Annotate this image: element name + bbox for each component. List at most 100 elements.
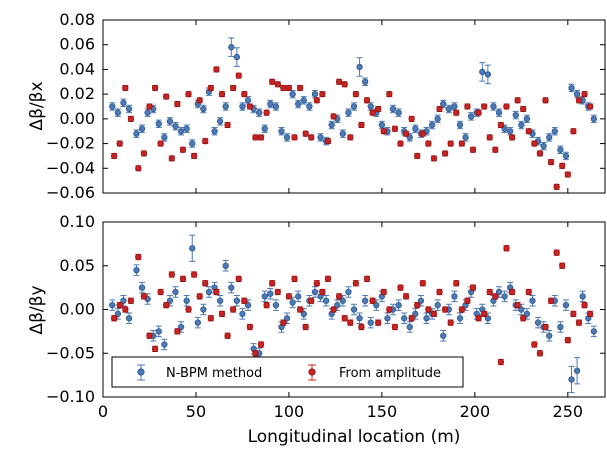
data-point bbox=[246, 323, 254, 331]
data-point bbox=[590, 115, 597, 123]
data-point bbox=[196, 293, 203, 300]
data-point bbox=[362, 78, 369, 85]
data-point bbox=[363, 97, 371, 104]
data-point bbox=[525, 288, 532, 296]
data-point bbox=[384, 315, 391, 322]
y-tick-label: 0.04 bbox=[59, 59, 95, 78]
data-point bbox=[263, 109, 270, 116]
data-point bbox=[575, 97, 583, 104]
data-point bbox=[503, 245, 510, 252]
data-point bbox=[283, 134, 291, 141]
data-point bbox=[369, 297, 376, 304]
data-point bbox=[464, 297, 471, 304]
data-point bbox=[229, 306, 237, 313]
data-point bbox=[138, 125, 146, 132]
data-point bbox=[484, 71, 492, 78]
data-point bbox=[508, 288, 516, 296]
x-axis-ticks bbox=[102, 20, 569, 193]
data-point bbox=[213, 66, 220, 73]
data-point bbox=[397, 140, 404, 147]
data-point bbox=[514, 301, 521, 309]
data-point bbox=[434, 301, 441, 309]
data-point bbox=[428, 121, 436, 129]
data-point bbox=[586, 310, 594, 318]
data-point bbox=[252, 134, 259, 141]
data-point bbox=[114, 109, 122, 116]
data-point bbox=[116, 140, 123, 147]
data-point bbox=[285, 293, 293, 300]
data-point bbox=[345, 288, 352, 296]
data-point bbox=[224, 121, 231, 129]
data-point bbox=[339, 130, 346, 137]
y-tick-label: 0.00 bbox=[59, 300, 95, 319]
data-point bbox=[401, 315, 408, 322]
chart-panel-beta-x: 0.08 0.06 0.04 0.02 0.00 −0.02 −0.04 −0.06 Δβ/β… bbox=[27, 10, 606, 202]
data-point bbox=[311, 90, 319, 98]
data-point bbox=[146, 103, 153, 110]
data-point bbox=[174, 100, 181, 108]
data-point bbox=[480, 103, 488, 110]
data-point bbox=[341, 81, 348, 88]
data-point bbox=[345, 109, 352, 116]
data-point bbox=[356, 63, 363, 71]
data-point bbox=[562, 152, 570, 160]
data-point bbox=[311, 288, 319, 296]
data-point bbox=[397, 284, 404, 291]
data-point bbox=[222, 103, 229, 110]
data-point bbox=[261, 125, 268, 132]
data-point bbox=[557, 323, 564, 331]
data-point bbox=[202, 280, 209, 287]
data-point bbox=[233, 297, 241, 304]
data-point bbox=[412, 125, 419, 132]
data-point bbox=[168, 155, 175, 162]
data-point bbox=[536, 350, 544, 357]
data-point bbox=[341, 315, 348, 322]
data-point bbox=[414, 152, 421, 160]
data-point bbox=[367, 319, 374, 326]
data-point bbox=[291, 275, 298, 283]
data-point bbox=[163, 93, 170, 100]
data-point bbox=[133, 130, 140, 137]
data-point bbox=[302, 130, 309, 137]
data-point bbox=[109, 103, 116, 110]
data-point bbox=[414, 301, 421, 309]
data-point bbox=[296, 306, 304, 313]
data-point bbox=[430, 310, 438, 318]
data-point bbox=[568, 376, 575, 383]
data-point bbox=[534, 319, 542, 326]
data-point bbox=[324, 137, 332, 145]
data-point bbox=[362, 297, 369, 304]
data-point bbox=[207, 315, 214, 322]
chart-panel-beta-y: 0.10 0.05 0.00 −0.05 −0.10 0 50 100 150 200 250 Δ… bbox=[27, 212, 606, 447]
data-point bbox=[322, 297, 330, 304]
data-point bbox=[430, 155, 438, 162]
data-point bbox=[512, 111, 519, 119]
data-point bbox=[441, 150, 449, 157]
data-point bbox=[469, 284, 477, 291]
data-point bbox=[300, 97, 307, 104]
data-point bbox=[445, 105, 452, 113]
data-point bbox=[356, 315, 363, 322]
y-tick-label: 0.10 bbox=[59, 212, 95, 231]
data-point bbox=[573, 367, 581, 374]
y-tick-label: 0.08 bbox=[59, 10, 95, 29]
data-point bbox=[319, 288, 326, 296]
data-point bbox=[280, 84, 287, 92]
data-point bbox=[213, 288, 220, 296]
data-point bbox=[547, 158, 555, 166]
data-point bbox=[573, 90, 581, 98]
data-point bbox=[469, 146, 477, 153]
data-point bbox=[542, 323, 549, 331]
data-point bbox=[456, 315, 464, 322]
data-point bbox=[280, 319, 287, 326]
data-point bbox=[289, 299, 296, 306]
data-point bbox=[161, 134, 168, 141]
data-point bbox=[531, 341, 538, 348]
data-point bbox=[257, 341, 265, 348]
data-point bbox=[189, 245, 196, 252]
data-point bbox=[267, 100, 274, 108]
data-point bbox=[518, 121, 525, 129]
data-point bbox=[146, 332, 153, 339]
data-point bbox=[467, 113, 475, 120]
data-point bbox=[447, 140, 454, 147]
